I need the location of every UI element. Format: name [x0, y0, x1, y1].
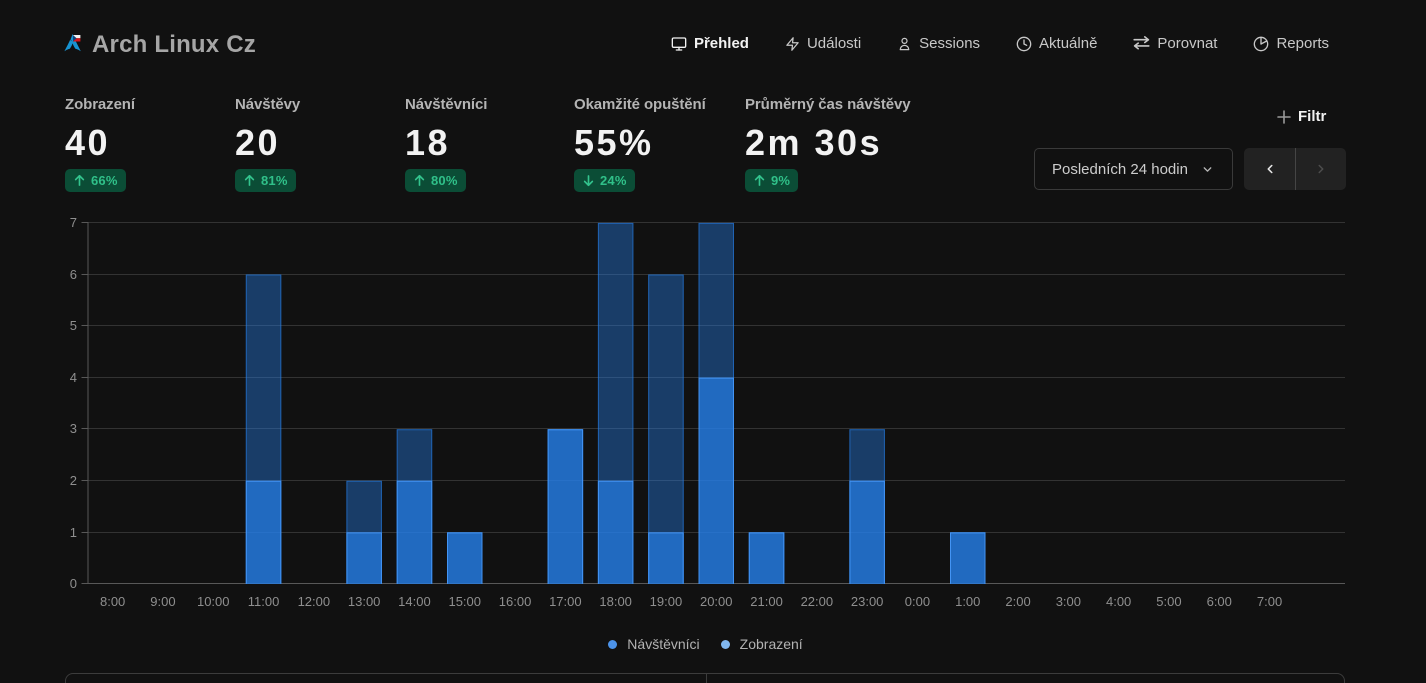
svg-text:9:00: 9:00	[150, 594, 175, 609]
svg-text:7:00: 7:00	[1257, 594, 1282, 609]
svg-text:15:00: 15:00	[448, 594, 481, 609]
svg-text:14:00: 14:00	[398, 594, 431, 609]
svg-text:17:00: 17:00	[549, 594, 582, 609]
svg-text:4: 4	[70, 370, 77, 385]
svg-text:1:00: 1:00	[955, 594, 980, 609]
svg-text:5: 5	[70, 318, 77, 333]
svg-text:7: 7	[70, 215, 77, 230]
svg-text:23:00: 23:00	[851, 594, 884, 609]
svg-text:6:00: 6:00	[1207, 594, 1232, 609]
svg-text:0:00: 0:00	[905, 594, 930, 609]
svg-text:3: 3	[70, 421, 77, 436]
svg-text:13:00: 13:00	[348, 594, 381, 609]
svg-text:1: 1	[70, 525, 77, 540]
svg-text:5:00: 5:00	[1156, 594, 1181, 609]
svg-text:2: 2	[70, 473, 77, 488]
svg-text:4:00: 4:00	[1106, 594, 1131, 609]
svg-text:11:00: 11:00	[248, 594, 280, 609]
svg-text:20:00: 20:00	[700, 594, 733, 609]
svg-text:0: 0	[70, 576, 77, 591]
svg-text:8:00: 8:00	[100, 594, 125, 609]
svg-text:18:00: 18:00	[599, 594, 632, 609]
svg-text:21:00: 21:00	[750, 594, 783, 609]
svg-text:3:00: 3:00	[1056, 594, 1081, 609]
svg-text:12:00: 12:00	[298, 594, 331, 609]
svg-text:6: 6	[70, 267, 77, 282]
svg-text:16:00: 16:00	[499, 594, 532, 609]
svg-text:19:00: 19:00	[650, 594, 683, 609]
svg-text:2:00: 2:00	[1005, 594, 1030, 609]
svg-text:10:00: 10:00	[197, 594, 230, 609]
svg-text:22:00: 22:00	[801, 594, 834, 609]
